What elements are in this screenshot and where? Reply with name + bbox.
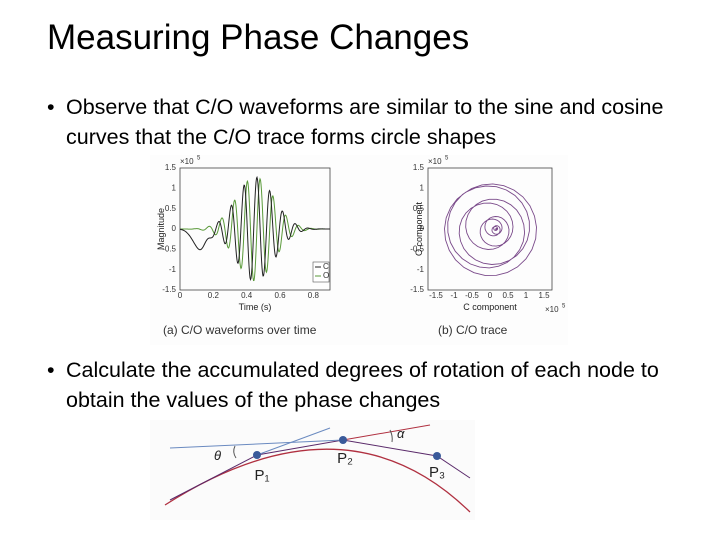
scale-exponent: 5 bbox=[197, 156, 201, 162]
x-axis-label: C component bbox=[463, 302, 517, 312]
node bbox=[339, 436, 347, 444]
y-axis-label: O component bbox=[414, 201, 424, 256]
waveform-o bbox=[180, 177, 330, 282]
x-tick-label: -1.5 bbox=[429, 291, 443, 300]
y-tick-label: 0.5 bbox=[413, 204, 425, 213]
y-tick-label: -0.5 bbox=[410, 244, 424, 253]
x-tick-label: 0.8 bbox=[308, 291, 320, 300]
scale-label: ×10 bbox=[545, 305, 559, 314]
y-tick-label: 1 bbox=[172, 183, 177, 192]
x-tick-label: 0.6 bbox=[274, 291, 286, 300]
bullet-list: Observe that C/O waveforms are similar t… bbox=[47, 92, 676, 152]
y-tick-label: -1.5 bbox=[162, 285, 176, 294]
bullet: Observe that C/O waveforms are similar t… bbox=[47, 92, 676, 152]
bullet-list: Calculate the accumulated degrees of rot… bbox=[47, 355, 676, 415]
x-tick-label: 1 bbox=[524, 291, 529, 300]
tangent bbox=[256, 427, 331, 456]
y-tick-label: 0 bbox=[420, 224, 425, 233]
node bbox=[253, 451, 261, 459]
co-trace bbox=[444, 183, 537, 276]
extension bbox=[342, 424, 431, 441]
figure-c-background bbox=[150, 420, 475, 520]
caption: (b) C/O trace bbox=[438, 323, 508, 337]
y-axis-label: Magnitude bbox=[156, 208, 166, 250]
legend-label: O bbox=[323, 271, 329, 280]
angle-arc bbox=[233, 445, 237, 459]
y-tick-label: -0.5 bbox=[162, 244, 176, 253]
angle-label: θ bbox=[214, 448, 221, 463]
x-tick-label: 1.5 bbox=[538, 291, 550, 300]
scale-exponent: 5 bbox=[445, 156, 449, 162]
angle-label: α bbox=[397, 426, 405, 441]
node bbox=[433, 452, 441, 460]
y-tick-label: 0 bbox=[172, 224, 177, 233]
scale-label: ×10 bbox=[428, 157, 442, 166]
scale-exponent: 5 bbox=[562, 304, 566, 310]
x-tick-label: 0 bbox=[488, 291, 493, 300]
y-tick-label: 0.5 bbox=[165, 204, 177, 213]
point-label: P₂ bbox=[337, 450, 353, 467]
tangent bbox=[169, 439, 344, 449]
y-tick-label: 1.5 bbox=[413, 163, 425, 172]
x-tick-label: 0 bbox=[178, 291, 183, 300]
y-tick-label: 1 bbox=[420, 183, 425, 192]
x-tick-label: -1 bbox=[450, 291, 458, 300]
y-tick-label: -1.5 bbox=[410, 285, 424, 294]
x-tick-label: 0.2 bbox=[208, 291, 220, 300]
x-tick-label: -0.5 bbox=[465, 291, 479, 300]
caption: (a) C/O waveforms over time bbox=[163, 323, 317, 337]
y-tick-label: -1 bbox=[417, 265, 425, 274]
scale-label: ×10 bbox=[180, 157, 194, 166]
waveform-c bbox=[179, 175, 330, 281]
x-tick-label: 0.5 bbox=[502, 291, 514, 300]
x-axis-label: Time (s) bbox=[239, 302, 272, 312]
x-tick-label: 0.4 bbox=[241, 291, 253, 300]
slide-title: Measuring Phase Changes bbox=[47, 18, 470, 57]
y-tick-label: -1 bbox=[169, 265, 177, 274]
angle-arc bbox=[389, 429, 393, 443]
bullet: Calculate the accumulated degrees of rot… bbox=[47, 355, 676, 415]
point-label: P₁ bbox=[254, 467, 269, 484]
figure-background bbox=[150, 155, 568, 345]
point-label: P₃ bbox=[429, 464, 445, 481]
plot-b-frame bbox=[427, 167, 553, 291]
y-tick-label: 1.5 bbox=[165, 163, 177, 172]
legend-label: C bbox=[323, 262, 329, 271]
